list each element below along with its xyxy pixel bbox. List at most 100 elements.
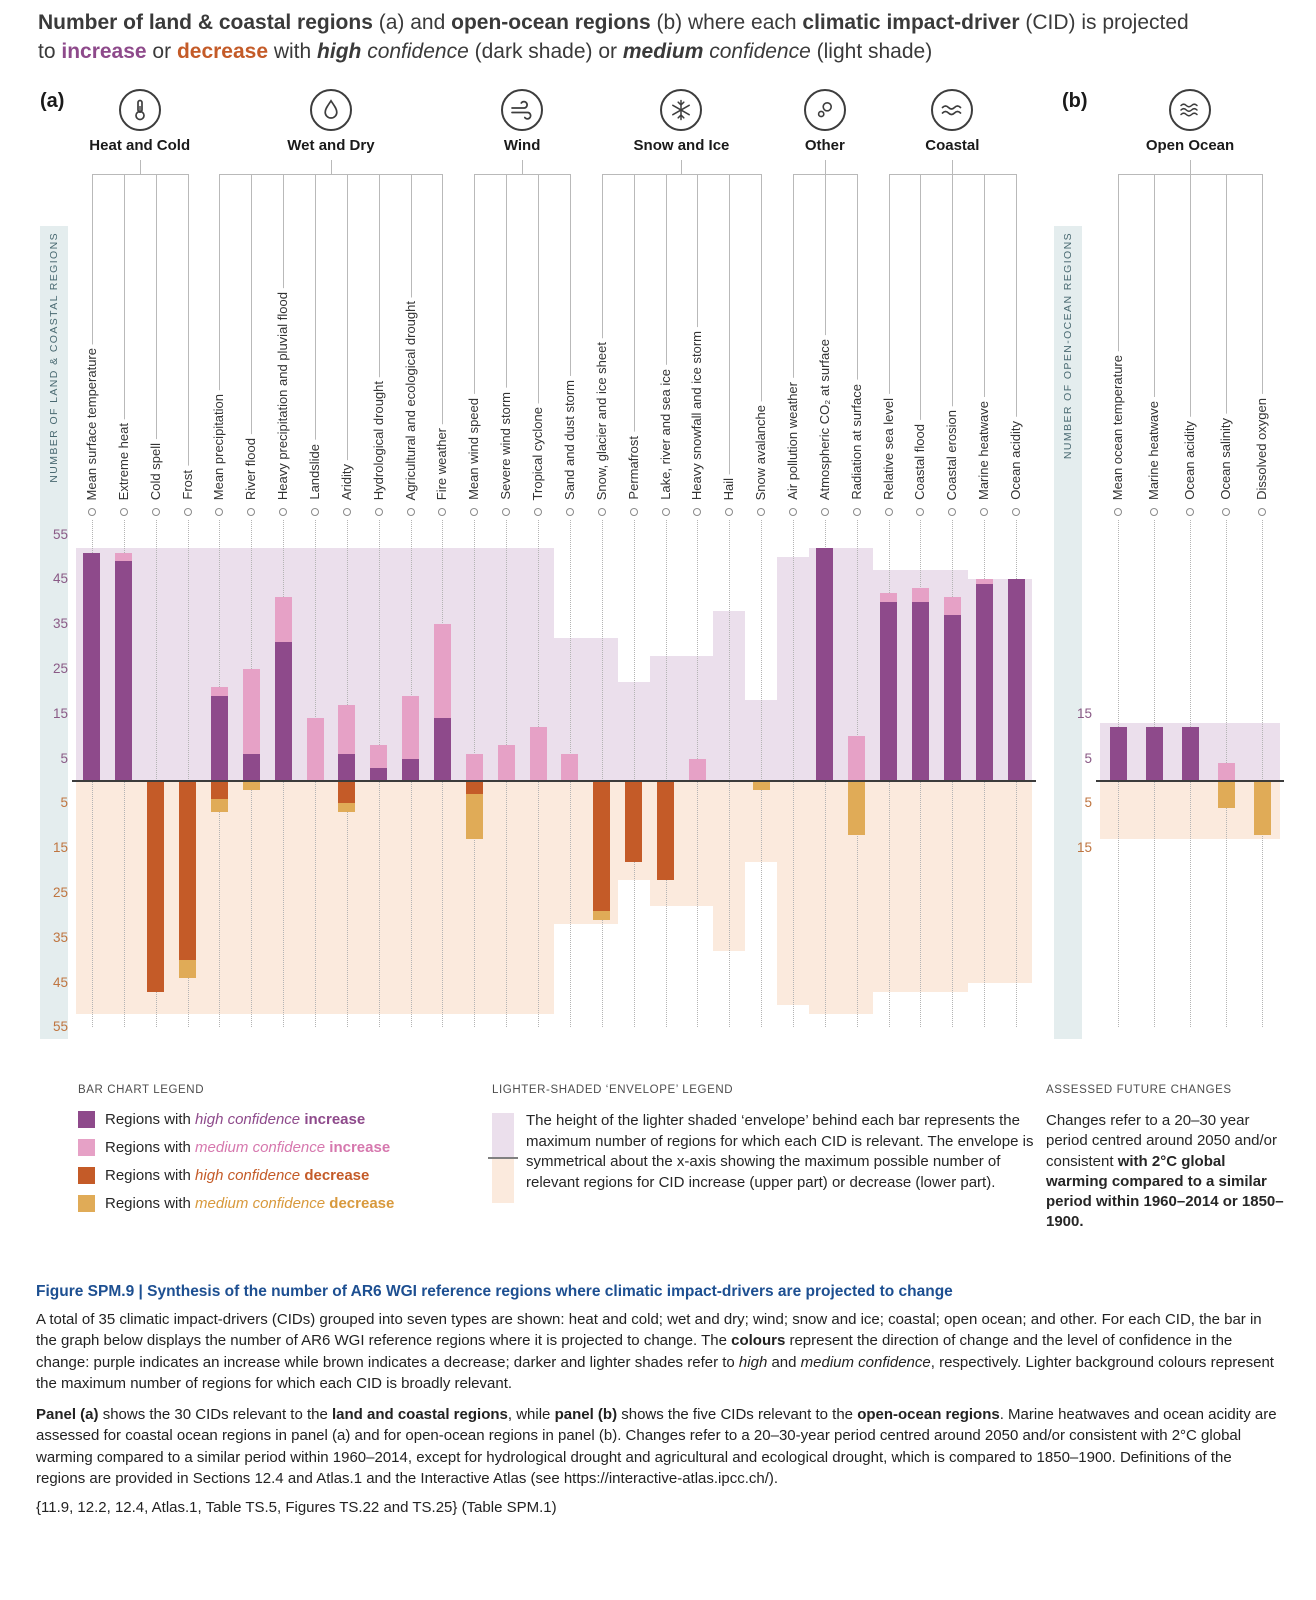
bar-decrease-high bbox=[465, 781, 483, 795]
cid-label: Mean ocean temperature bbox=[1108, 350, 1127, 504]
envelope-upper bbox=[617, 682, 650, 781]
legend-item-label: Regions with high confidence decrease bbox=[105, 1167, 370, 1184]
bar-increase-high bbox=[433, 718, 451, 781]
envelope-upper bbox=[681, 655, 714, 781]
column-gridline bbox=[1118, 520, 1119, 1027]
cid-label: Heavy snowfall and ice storm bbox=[687, 326, 707, 504]
cid-label: Heavy precipitation and pluvial flood bbox=[273, 287, 293, 504]
y-axis-title: NUMBER OF OPEN-OCEAN REGIONS bbox=[1062, 232, 1074, 460]
y-tick-label: 55 bbox=[52, 1019, 68, 1035]
cid-axis-marker bbox=[1258, 508, 1266, 516]
envelope-upper bbox=[394, 548, 427, 781]
cid-label: Atmospheric CO₂ at surface bbox=[814, 334, 834, 504]
label-connector-line bbox=[1226, 174, 1227, 502]
bar-decrease-high bbox=[210, 781, 228, 799]
bar-increase-medium bbox=[338, 704, 356, 755]
group-label: Wind bbox=[503, 137, 541, 154]
y-axis-strip: NUMBER OF OPEN-OCEAN REGIONS bbox=[1054, 226, 1082, 1039]
envelope-lower bbox=[299, 781, 331, 1014]
column-gridline bbox=[984, 520, 986, 1027]
label-connector-line bbox=[1016, 174, 1018, 502]
bar-increase-high bbox=[274, 642, 292, 781]
bar-increase-high bbox=[943, 615, 961, 781]
bar-decrease-high bbox=[657, 781, 675, 880]
high-decrease-swatch bbox=[78, 1167, 95, 1184]
cid-axis-marker bbox=[502, 508, 511, 516]
envelope-upper bbox=[904, 570, 937, 781]
bar-increase-high bbox=[1181, 727, 1199, 781]
chart-figure: (a) (b) NUMBER OF LAND & COASTAL REGIONS… bbox=[0, 84, 1316, 1076]
legend-item-medium-increase: Regions with medium confidence increase bbox=[78, 1139, 458, 1156]
label-connector-line bbox=[155, 174, 157, 502]
envelope-upper bbox=[235, 548, 268, 781]
envelope-lower bbox=[426, 781, 459, 1014]
label-connector-line bbox=[283, 174, 285, 502]
envelope-upper-sample bbox=[492, 1113, 514, 1157]
envelope-lower bbox=[777, 781, 809, 1005]
cid-axis-marker bbox=[247, 508, 256, 516]
envelope-lower bbox=[76, 781, 108, 1014]
envelope-upper bbox=[745, 700, 778, 781]
label-connector-line bbox=[824, 174, 826, 502]
cid-label: Mean surface temperature bbox=[81, 343, 101, 504]
y-tick-label: 15 bbox=[1076, 840, 1092, 856]
envelope-upper bbox=[107, 548, 140, 781]
envelope-upper bbox=[808, 548, 841, 781]
label-connector-line bbox=[761, 174, 763, 502]
envelope-legend-heading: LIGHTER-SHADED ‘ENVELOPE’ LEGEND bbox=[492, 1084, 734, 1096]
group-connector-stub bbox=[330, 160, 332, 174]
envelope-lower bbox=[904, 781, 937, 992]
bar-legend-heading: BAR CHART LEGEND bbox=[78, 1084, 205, 1096]
envelope-lower bbox=[1100, 781, 1136, 840]
column-gridline bbox=[824, 520, 826, 1027]
column-gridline bbox=[665, 520, 667, 1027]
envelope-legend: LIGHTER-SHADED ‘ENVELOPE’ LEGEND The hei… bbox=[488, 1084, 1037, 1203]
y-tick-label: 5 bbox=[60, 795, 68, 811]
bar-increase-high bbox=[210, 695, 228, 781]
label-connector-line bbox=[601, 174, 603, 502]
cid-axis-marker bbox=[916, 508, 925, 516]
caption-paragraph-1: A total of 35 climatic impact-drivers (C… bbox=[36, 1311, 1274, 1393]
bar-increase-high bbox=[1007, 579, 1025, 781]
label-connector-line bbox=[506, 174, 508, 502]
label-connector-line bbox=[888, 174, 890, 502]
cid-axis-marker bbox=[565, 508, 574, 516]
bar-decrease-high bbox=[179, 781, 197, 961]
bar-increase-high bbox=[880, 601, 898, 781]
bar-increase-medium bbox=[880, 592, 898, 602]
envelope-upper bbox=[936, 570, 969, 781]
column-gridline bbox=[1016, 520, 1018, 1027]
column-gridline bbox=[569, 520, 571, 1027]
envelope-lower bbox=[235, 781, 268, 1014]
envelope-lower bbox=[1208, 781, 1244, 840]
cid-label: Ocean salinity bbox=[1216, 414, 1235, 504]
envelope-lower bbox=[1000, 781, 1032, 983]
label-connector-line bbox=[1190, 174, 1191, 502]
group-label: Wet and Dry bbox=[287, 137, 375, 154]
group-connector bbox=[1118, 174, 1262, 175]
cid-label: Hail bbox=[719, 473, 739, 504]
cid-axis-marker bbox=[852, 508, 861, 516]
bar-decrease-medium bbox=[210, 798, 228, 813]
bar-increase-medium bbox=[1217, 763, 1235, 781]
envelope-upper bbox=[458, 548, 491, 781]
cid-label: Aridity bbox=[336, 459, 356, 504]
envelope-graphic bbox=[488, 1111, 518, 1203]
label-connector-line bbox=[251, 174, 253, 502]
envelope-lower bbox=[936, 781, 969, 992]
figure-title: Number of land & coastal regions (a) and… bbox=[38, 11, 1189, 64]
group-connector-stub bbox=[824, 160, 826, 174]
cid-axis-marker bbox=[342, 508, 351, 516]
cid-axis-marker bbox=[311, 508, 319, 516]
column-gridline bbox=[283, 520, 285, 1027]
envelope-lower bbox=[267, 781, 300, 1014]
label-connector-line bbox=[729, 174, 731, 502]
envelope-upper bbox=[139, 548, 172, 781]
bar-increase-high bbox=[83, 552, 101, 781]
envelope-upper bbox=[267, 548, 300, 781]
column-gridline bbox=[1226, 520, 1227, 1027]
group-connector-stub bbox=[1190, 160, 1191, 174]
y-axis-title: NUMBER OF LAND & COASTAL REGIONS bbox=[48, 232, 60, 483]
envelope-lower bbox=[203, 781, 236, 1014]
y-tick-label: 15 bbox=[52, 705, 68, 721]
